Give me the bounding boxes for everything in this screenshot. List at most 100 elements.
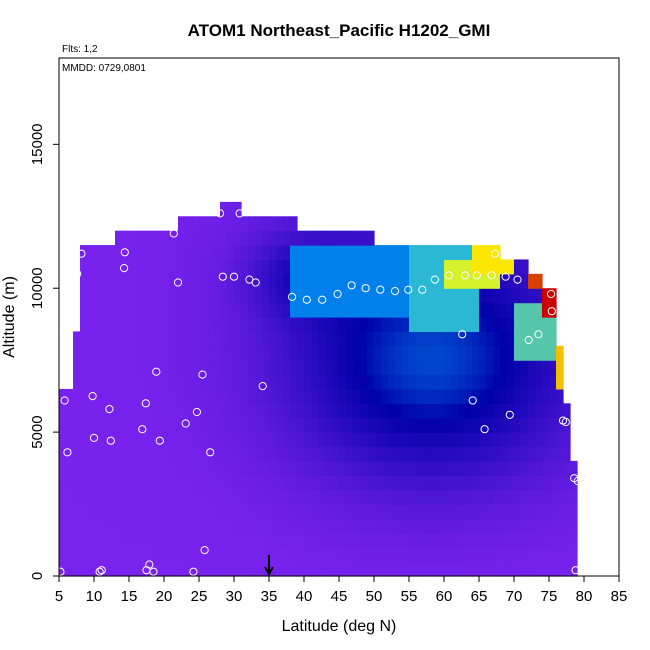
heatmap-cell	[178, 403, 186, 419]
heatmap-cell	[192, 331, 200, 347]
heatmap-cell	[73, 489, 81, 505]
heatmap-cell	[164, 331, 172, 347]
heatmap-cell	[87, 446, 95, 462]
heatmap-cell	[367, 345, 375, 361]
heatmap-cell	[521, 547, 529, 563]
heatmap-cell	[290, 216, 298, 232]
heatmap-cell	[150, 245, 158, 261]
heatmap-cell	[213, 432, 221, 448]
heatmap-cell	[346, 317, 354, 332]
heatmap-cell	[311, 374, 319, 390]
heatmap-cell	[346, 504, 354, 520]
heatmap-cell	[381, 273, 389, 289]
heatmap-cell	[402, 317, 410, 332]
heatmap-cell	[339, 317, 347, 332]
heatmap-cell	[311, 302, 319, 318]
heatmap-cell	[542, 288, 550, 304]
heatmap-cell	[101, 259, 109, 275]
heatmap-cell	[108, 561, 116, 577]
heatmap-cell	[332, 245, 340, 261]
heatmap-cell	[437, 460, 445, 476]
heatmap-cell	[507, 547, 515, 563]
heatmap-cell	[87, 403, 95, 419]
heatmap-cell	[73, 403, 81, 419]
heatmap-cell	[556, 489, 564, 505]
heatmap-cell	[437, 288, 445, 304]
heatmap-cell	[563, 547, 571, 563]
heatmap-cell	[94, 317, 102, 332]
heatmap-cell	[346, 489, 354, 505]
heatmap-cell	[493, 432, 501, 448]
heatmap-cell	[465, 317, 473, 332]
heatmap-cell	[332, 518, 340, 534]
heatmap-cell	[304, 345, 312, 361]
heatmap-cell	[395, 331, 403, 347]
heatmap-cell	[353, 230, 361, 246]
heatmap-cell	[304, 547, 312, 563]
heatmap-cell	[108, 504, 116, 520]
heatmap-cell	[451, 489, 459, 505]
heatmap-cell	[535, 432, 543, 448]
heatmap-cell	[157, 417, 165, 433]
heatmap-cell	[178, 345, 186, 361]
heatmap-cell	[150, 417, 158, 433]
heatmap-cell	[178, 259, 186, 275]
heatmap-cell	[255, 331, 263, 347]
heatmap-cell	[542, 432, 550, 448]
heatmap-cell	[570, 504, 578, 520]
heatmap-cell	[269, 475, 277, 491]
heatmap-cell	[185, 561, 193, 577]
heatmap-cell	[241, 547, 249, 563]
heatmap-cell	[346, 547, 354, 563]
heatmap-cell	[318, 259, 326, 275]
heatmap-cell	[507, 561, 515, 577]
heatmap-cell	[248, 302, 256, 318]
heatmap-cell	[262, 288, 270, 304]
heatmap-cell	[423, 374, 431, 390]
heatmap-cell	[500, 460, 508, 476]
heatmap-cell	[423, 518, 431, 534]
heatmap-cell	[458, 446, 466, 462]
heatmap-cell	[465, 561, 473, 577]
heatmap-cell	[556, 547, 564, 563]
heatmap-cell	[500, 504, 508, 520]
heatmap-cell	[486, 489, 494, 505]
heatmap-cell	[514, 504, 522, 520]
heatmap-cell	[129, 345, 137, 361]
heatmap-cell	[409, 245, 417, 261]
heatmap-cell	[479, 345, 487, 361]
heatmap-cell	[94, 273, 102, 289]
heatmap-cell	[129, 288, 137, 304]
heatmap-cell	[171, 331, 179, 347]
heatmap-cell	[129, 518, 137, 534]
heatmap-cell	[395, 417, 403, 433]
heatmap-cell	[136, 230, 144, 246]
heatmap-cell	[143, 317, 151, 332]
heatmap-cell	[332, 547, 340, 563]
heatmap-cell	[416, 302, 424, 318]
heatmap-cell	[437, 245, 445, 261]
heatmap-cell	[549, 561, 557, 577]
heatmap-cell	[101, 331, 109, 347]
heatmap-cell	[353, 504, 361, 520]
heatmap-cell	[458, 489, 466, 505]
heatmap-cell	[129, 230, 137, 246]
heatmap-cell	[227, 504, 235, 520]
heatmap-cell	[388, 475, 396, 491]
heatmap-cell	[143, 288, 151, 304]
heatmap-cell	[381, 547, 389, 563]
heatmap-cell	[248, 432, 256, 448]
heatmap-cell	[311, 446, 319, 462]
heatmap-cell	[381, 388, 389, 404]
heatmap-cell	[528, 518, 536, 534]
heatmap-cell	[507, 518, 515, 534]
heatmap-cell	[458, 374, 466, 390]
heatmap-cell	[94, 374, 102, 390]
heatmap-cell	[297, 518, 305, 534]
heatmap-cell	[164, 374, 172, 390]
heatmap-cell	[164, 475, 172, 491]
heatmap-cell	[59, 504, 67, 520]
heatmap-cell	[164, 518, 172, 534]
sample-point	[513, 275, 522, 284]
